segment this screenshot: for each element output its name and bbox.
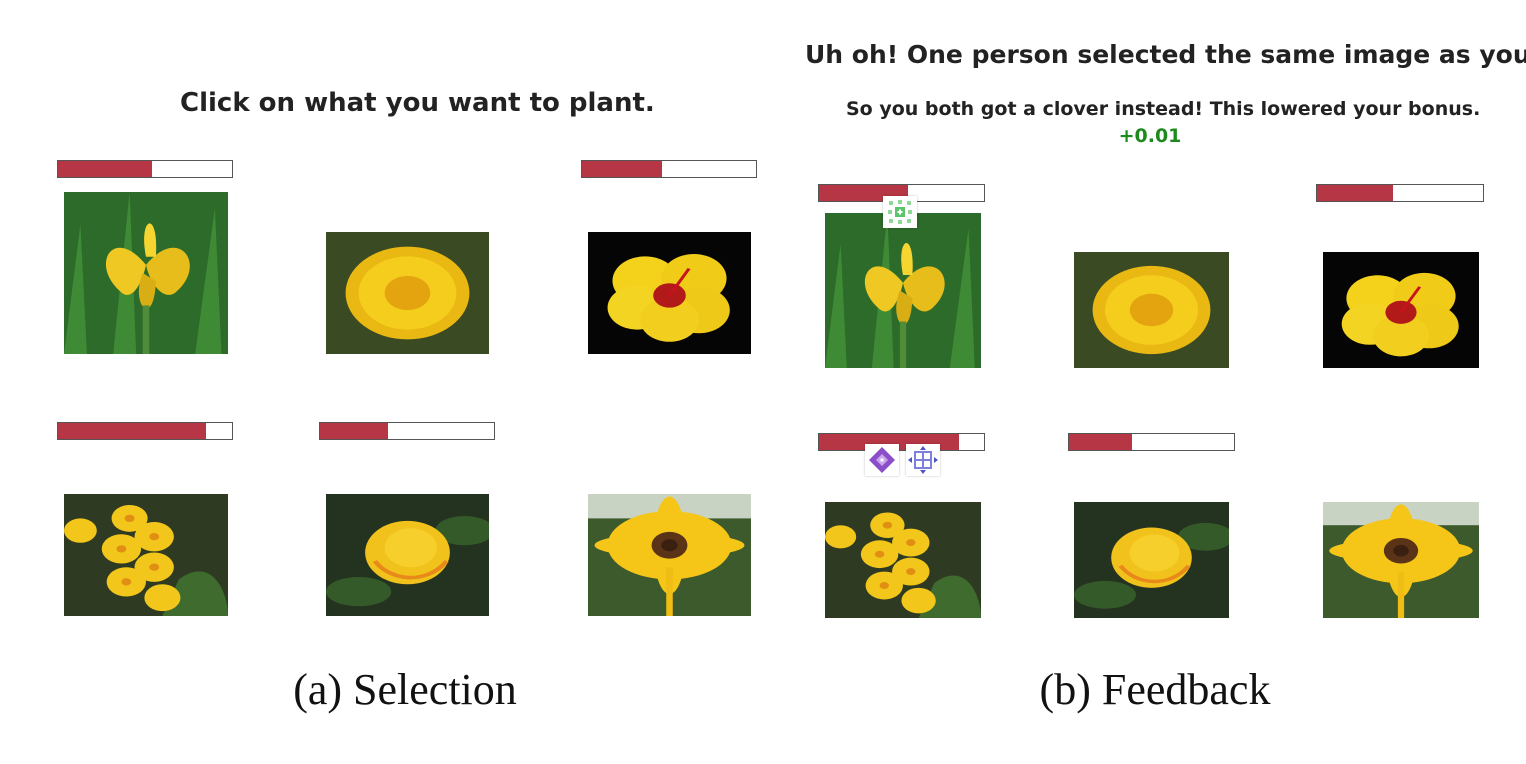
flower-option-hibiscus[interactable] xyxy=(588,232,751,354)
selection-caption: (a) Selection xyxy=(293,665,517,714)
selection-prompt: Click on what you want to plant. xyxy=(180,88,655,118)
flower-option-hibiscus xyxy=(1323,252,1479,368)
feedback-title: Uh oh! One person selected the same imag… xyxy=(805,40,1526,69)
bonus-amount: +0.01 xyxy=(1118,125,1182,147)
progress-bar-rose xyxy=(1068,433,1235,451)
purple-diamond-icon xyxy=(865,444,899,476)
flower-option-gerbera xyxy=(1323,502,1479,618)
green-clover-icon xyxy=(883,196,917,228)
progress-bar-iris xyxy=(57,160,233,178)
progress-bar-primrose xyxy=(57,422,233,440)
progress-bar-hibiscus xyxy=(581,160,757,178)
feedback-subtitle: So you both got a clover instead! This l… xyxy=(846,98,1481,120)
flower-option-primrose[interactable] xyxy=(64,494,228,616)
progress-bar-hibiscus xyxy=(1316,184,1484,202)
feedback-caption: (b) Feedback xyxy=(1039,665,1271,714)
flower-option-iris xyxy=(825,213,981,368)
flower-option-rose xyxy=(1074,502,1229,618)
flower-option-dandelion xyxy=(1074,252,1229,368)
flower-option-gerbera[interactable] xyxy=(588,494,751,616)
flower-option-rose[interactable] xyxy=(326,494,489,616)
blue-lattice-icon xyxy=(906,444,940,476)
flower-option-primrose xyxy=(825,502,981,618)
progress-bar-rose xyxy=(319,422,495,440)
flower-option-iris[interactable] xyxy=(64,192,228,354)
progress-bar-primrose xyxy=(818,433,985,451)
flower-option-dandelion[interactable] xyxy=(326,232,489,354)
